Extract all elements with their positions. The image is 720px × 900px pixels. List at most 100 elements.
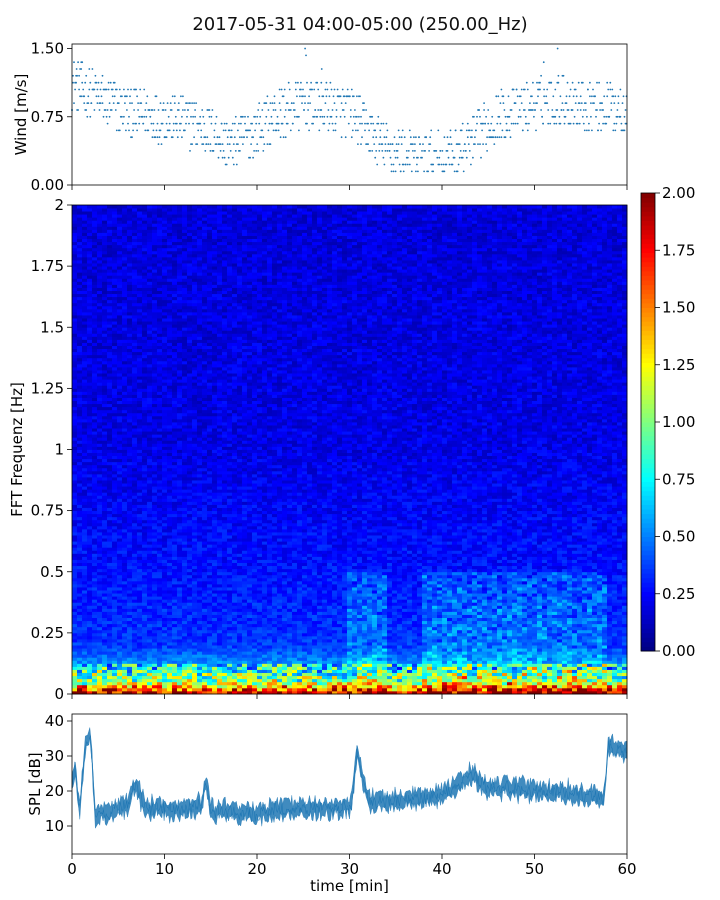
spectrogram-cell <box>137 507 143 512</box>
spectrogram-cell <box>132 443 138 447</box>
spectrogram-cell <box>122 360 128 365</box>
spectrogram-cell <box>72 651 78 655</box>
spectrogram-cell <box>167 626 173 631</box>
spectrogram-cell <box>107 611 113 615</box>
spectrogram-cell <box>132 373 138 377</box>
spectrogram-cell <box>172 321 178 325</box>
spectrogram-cell <box>117 617 123 622</box>
spectrogram-cell <box>152 256 158 261</box>
spectrogram-cell <box>162 486 168 490</box>
spectrogram-cell <box>82 366 88 371</box>
spectrogram-cell <box>187 354 193 359</box>
spectrogram-cell <box>182 220 188 224</box>
spectrogram-cell <box>172 666 178 670</box>
spectrogram-cell <box>157 315 163 319</box>
spectrogram-cell <box>182 522 188 527</box>
spectrogram-cell <box>177 632 183 637</box>
wind-point <box>269 102 272 104</box>
spectrogram-cell <box>112 642 118 646</box>
spectrogram-cell <box>142 547 148 551</box>
spectrogram-cell <box>157 455 163 460</box>
spectrogram-cell <box>82 486 88 490</box>
wind-point <box>132 122 135 125</box>
spectrogram-cell <box>157 473 163 478</box>
wind-point <box>166 102 169 104</box>
spectrogram-cell <box>172 602 178 606</box>
spectrogram-cell <box>152 672 158 677</box>
spectrogram-cell <box>142 318 148 322</box>
spectrogram-cell <box>127 623 133 628</box>
spectrogram-cell <box>152 226 158 230</box>
spectrogram-cell <box>157 623 163 628</box>
spectrogram-cell <box>167 525 173 530</box>
spectrogram-cell <box>117 492 123 496</box>
spectrogram-cell <box>107 406 113 411</box>
spectrogram-cell <box>117 504 123 508</box>
spectrogram-cell <box>127 421 133 426</box>
spectrogram-cell <box>87 678 93 683</box>
spectrogram-cell <box>132 446 138 450</box>
spectrogram-cell <box>82 467 88 472</box>
spectrogram-cell <box>162 553 168 557</box>
spectrogram-cell <box>152 651 158 655</box>
spectrogram-cell <box>107 660 113 664</box>
spectrogram-cell <box>147 538 153 542</box>
spectrogram-cell <box>72 333 78 337</box>
wind-point <box>207 143 210 146</box>
spectrogram-cell <box>82 638 88 643</box>
wind-point <box>556 109 559 111</box>
spectrogram-cell <box>177 602 183 606</box>
spectrogram-cell <box>72 305 78 310</box>
spectrogram-cell <box>92 687 98 692</box>
spectrogram-cell <box>142 354 148 359</box>
spectrogram-cell <box>117 657 123 661</box>
spectrogram-cell <box>82 535 88 539</box>
spectrogram-cell <box>77 541 83 545</box>
spectrogram-cell <box>102 638 108 643</box>
spectrogram-cell <box>152 635 158 640</box>
spectrogram-cell <box>102 654 108 658</box>
spectrogram-cell <box>157 208 163 212</box>
wind-point <box>591 129 593 132</box>
spectrogram-cell <box>112 626 118 631</box>
spectrogram-cell <box>72 513 78 518</box>
spectrogram-cell <box>77 315 83 319</box>
spectrogram-cell <box>92 299 98 304</box>
spectrogram-cell <box>82 348 88 353</box>
spectrogram-cell <box>182 247 188 252</box>
wind-point <box>624 109 627 111</box>
wind-point <box>524 115 527 118</box>
spectrogram-cell <box>187 532 193 536</box>
spectrogram-cell <box>122 229 128 233</box>
spectrogram-cell <box>157 642 163 646</box>
spectrogram-cell <box>182 253 188 258</box>
spectrogram-cell <box>162 455 168 460</box>
spectrogram-cell <box>182 562 188 567</box>
spectrogram-cell <box>157 666 163 670</box>
wind-point <box>480 156 482 159</box>
spectrogram-cell <box>142 495 148 499</box>
spectrogram-cell <box>117 226 123 230</box>
spectrogram-cell <box>157 354 163 359</box>
spectrogram-cell <box>182 363 188 368</box>
spectrogram-cell <box>157 611 163 615</box>
wind-point <box>107 81 110 84</box>
spectrogram-cell <box>187 418 193 423</box>
spectrogram-cell <box>87 266 93 270</box>
spectrogram-cell <box>177 223 183 227</box>
wind-point <box>596 109 598 111</box>
spectrogram-cell <box>162 428 168 432</box>
spectrogram-cell <box>92 568 98 573</box>
spectrogram-cell <box>132 217 138 221</box>
spectrogram-cell <box>172 516 178 521</box>
spectrogram-cell <box>162 244 168 249</box>
wind-point <box>373 143 376 146</box>
spectrogram-cell <box>182 547 188 551</box>
spectrogram-cell <box>102 232 108 236</box>
spectrogram-cell <box>122 663 128 667</box>
spectrogram-cell <box>177 593 183 597</box>
spectrogram-cell <box>72 437 78 441</box>
spectrogram-cell <box>177 373 183 377</box>
spectrogram-cell <box>97 415 103 420</box>
spectrogram-cell <box>182 651 188 655</box>
